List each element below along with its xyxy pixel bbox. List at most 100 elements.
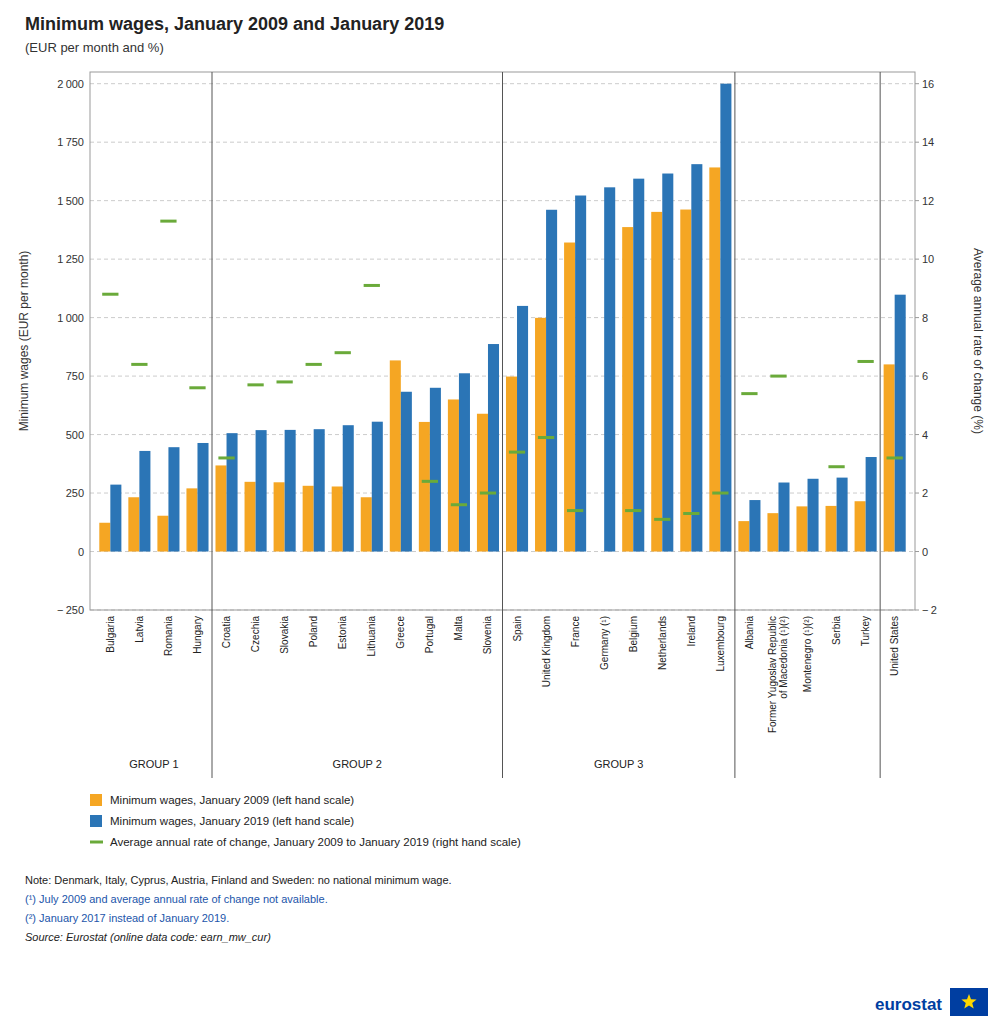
y-tick-label: 250 [66, 487, 84, 499]
bar [517, 306, 528, 552]
bar [535, 318, 546, 552]
note: Source: Eurostat (online data code: earn… [25, 931, 271, 943]
logo-star [961, 994, 976, 1008]
bar [372, 422, 383, 552]
bar [285, 430, 296, 552]
bar [157, 516, 168, 552]
rate-marker [654, 518, 670, 521]
title: Minimum wages, January 2009 and January … [25, 14, 444, 34]
rate-marker [712, 492, 728, 495]
rate-marker [276, 380, 292, 383]
bar [796, 506, 807, 551]
category-label: Spain [512, 616, 523, 642]
bar [662, 174, 673, 552]
category-label: Former Yugoslav Republicof Macedonia (¹)… [767, 616, 789, 733]
category-label: Turkey [860, 616, 871, 646]
rate-marker [364, 284, 380, 287]
y-tick-label: 1 250 [57, 253, 84, 265]
y-tick-label: 1 000 [57, 312, 84, 324]
bar [895, 295, 906, 552]
category-label: Ireland [686, 616, 697, 647]
legend-label: Average annual rate of change, January 2… [110, 836, 521, 848]
category-label: Albania [744, 616, 755, 650]
y2-tick-label: 8 [922, 312, 928, 324]
y-tick-label: 2 000 [57, 78, 84, 90]
category-label: Slovenia [482, 616, 493, 655]
bar [256, 430, 267, 551]
legend-label: Minimum wages, January 2009 (left hand s… [110, 794, 354, 806]
category-label: Germany (¹) [599, 616, 610, 670]
bar [459, 373, 470, 551]
legend-swatch [90, 841, 103, 844]
bar [197, 443, 208, 552]
category-label-line: Portugal [424, 616, 435, 653]
bar [837, 478, 848, 552]
bar [680, 210, 691, 552]
bar [430, 388, 441, 552]
bar [448, 399, 459, 551]
category-label-line: of Macedonia (¹)(²) [778, 616, 789, 699]
bar [99, 523, 110, 552]
category-label-line: Former Yugoslav Republic [767, 616, 778, 733]
category-label-line: Greece [395, 616, 406, 649]
category-label-line: Poland [308, 616, 319, 647]
category-label-line: Croatia [221, 616, 232, 649]
rate-marker [189, 386, 205, 389]
legend-label: Minimum wages, January 2019 (left hand s… [110, 815, 354, 827]
group-separator [502, 72, 503, 778]
rate-marker [451, 503, 467, 506]
bar [767, 513, 778, 551]
bar [186, 488, 197, 551]
group-separator [880, 72, 881, 778]
chart: Minimum wages, January 2009 and January … [0, 0, 1005, 1028]
bar [866, 457, 877, 552]
y2-tick [915, 376, 919, 377]
group-separator [734, 72, 735, 778]
bar [419, 422, 430, 552]
y-tick-label: 1 500 [57, 195, 84, 207]
bar [401, 392, 412, 552]
category-label: Belgium [628, 616, 639, 652]
bar [564, 243, 575, 552]
bar [215, 465, 226, 551]
bar [343, 425, 354, 551]
rate-marker [625, 509, 641, 512]
legend-swatch [90, 794, 102, 806]
y2-tick-label: 14 [922, 136, 934, 148]
rate-marker [828, 465, 844, 468]
bar [826, 506, 837, 552]
y2-tick-label: 10 [922, 253, 934, 265]
category-label: United Kingdom [541, 616, 552, 687]
logo-text: eurostat [875, 995, 942, 1014]
category-label-line: Montenegro (¹)(²) [802, 616, 813, 692]
rate-marker [160, 220, 176, 223]
category-label: Bulgaria [105, 616, 116, 653]
rate-marker [102, 293, 118, 296]
group-label: GROUP 3 [594, 758, 643, 770]
category-label: France [570, 616, 581, 648]
bar [488, 344, 499, 551]
bar [110, 485, 121, 552]
y2-tick-label: 2 [922, 487, 928, 499]
category-label-line: Romania [163, 616, 174, 656]
category-label-line: Hungary [192, 616, 203, 654]
rate-marker [857, 360, 873, 363]
category-label: Luxembourg [715, 616, 726, 672]
category-label-line: Netherlands [657, 616, 668, 670]
category-label-line: Latvia [134, 616, 145, 643]
y2-tick-label: 4 [922, 429, 928, 441]
y2-tick [915, 259, 919, 260]
bar [390, 360, 401, 551]
category-label-line: Slovenia [482, 616, 493, 655]
category-label-line: United States [889, 616, 900, 676]
bar [128, 497, 139, 551]
group-label: GROUP 2 [333, 758, 382, 770]
category-label: United States [889, 616, 900, 676]
category-label: Serbia [831, 616, 842, 645]
bar [274, 482, 285, 551]
rate-marker [683, 512, 699, 515]
rate-marker [218, 456, 234, 459]
bar [651, 212, 662, 552]
category-label: Lithuania [366, 616, 377, 657]
rate-marker [538, 436, 554, 439]
